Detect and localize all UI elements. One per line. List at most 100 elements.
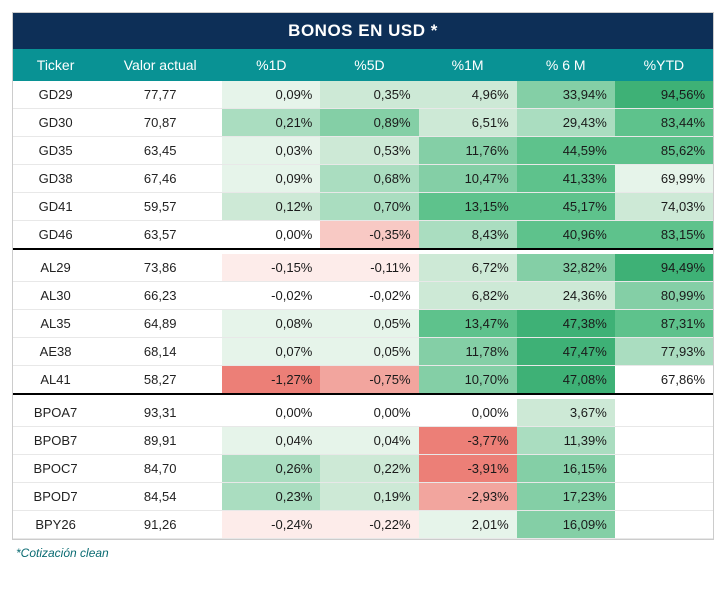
table-row: AL4158,27-1,27%-0,75%10,70%47,08%67,86%	[13, 366, 713, 395]
pct-cell: 45,17%	[517, 193, 615, 221]
col-header: %1M	[419, 49, 517, 81]
pct-cell	[615, 427, 713, 455]
table-row: AL3066,23-0,02%-0,02%6,82%24,36%80,99%	[13, 282, 713, 310]
pct-cell: 0,70%	[320, 193, 418, 221]
pct-cell: 0,04%	[222, 427, 320, 455]
ticker-cell: AL35	[13, 310, 98, 338]
pct-cell: 11,39%	[517, 427, 615, 455]
valor-cell: 59,57	[98, 193, 222, 221]
table-body: GD2977,770,09%0,35%4,96%33,94%94,56%GD30…	[13, 81, 713, 539]
pct-cell: -0,02%	[320, 282, 418, 310]
ticker-cell: AL30	[13, 282, 98, 310]
pct-cell: 10,70%	[419, 366, 517, 395]
pct-cell: 6,51%	[419, 109, 517, 137]
pct-cell: 80,99%	[615, 282, 713, 310]
pct-cell: 3,67%	[517, 399, 615, 427]
pct-cell: 11,78%	[419, 338, 517, 366]
table-row: GD3563,450,03%0,53%11,76%44,59%85,62%	[13, 137, 713, 165]
valor-cell: 64,89	[98, 310, 222, 338]
pct-cell: 0,05%	[320, 310, 418, 338]
pct-cell: 0,09%	[222, 165, 320, 193]
pct-cell: 8,43%	[419, 221, 517, 250]
pct-cell: 0,22%	[320, 455, 418, 483]
pct-cell: -0,02%	[222, 282, 320, 310]
pct-cell: 17,23%	[517, 483, 615, 511]
table-header: TickerValor actual%1D%5D%1M% 6 M%YTD	[13, 49, 713, 81]
valor-cell: 70,87	[98, 109, 222, 137]
pct-cell: 40,96%	[517, 221, 615, 250]
table-row: BPOC784,700,26%0,22%-3,91%16,15%	[13, 455, 713, 483]
pct-cell: 83,15%	[615, 221, 713, 250]
pct-cell: 0,07%	[222, 338, 320, 366]
table-row: GD2977,770,09%0,35%4,96%33,94%94,56%	[13, 81, 713, 109]
pct-cell: 0,05%	[320, 338, 418, 366]
pct-cell: 83,44%	[615, 109, 713, 137]
valor-cell: 77,77	[98, 81, 222, 109]
pct-cell: 4,96%	[419, 81, 517, 109]
col-header: Valor actual	[98, 49, 222, 81]
pct-cell: 29,43%	[517, 109, 615, 137]
pct-cell: 0,89%	[320, 109, 418, 137]
ticker-cell: AL29	[13, 254, 98, 282]
pct-cell: 2,01%	[419, 511, 517, 539]
valor-cell: 63,45	[98, 137, 222, 165]
pct-cell: 67,86%	[615, 366, 713, 395]
pct-cell: 87,31%	[615, 310, 713, 338]
pct-cell	[615, 483, 713, 511]
col-header: %1D	[222, 49, 320, 81]
pct-cell: -0,75%	[320, 366, 418, 395]
pct-cell: -1,27%	[222, 366, 320, 395]
pct-cell: 41,33%	[517, 165, 615, 193]
valor-cell: 67,46	[98, 165, 222, 193]
pct-cell: 16,15%	[517, 455, 615, 483]
ticker-cell: GD41	[13, 193, 98, 221]
pct-cell: 0,00%	[222, 221, 320, 250]
pct-cell: 0,00%	[222, 399, 320, 427]
table-row: AL2973,86-0,15%-0,11%6,72%32,82%94,49%	[13, 254, 713, 282]
pct-cell: 0,04%	[320, 427, 418, 455]
pct-cell	[615, 399, 713, 427]
pct-cell: 10,47%	[419, 165, 517, 193]
ticker-cell: BPOB7	[13, 427, 98, 455]
pct-cell: 0,23%	[222, 483, 320, 511]
table-row: BPY2691,26-0,24%-0,22%2,01%16,09%	[13, 511, 713, 539]
pct-cell: -0,15%	[222, 254, 320, 282]
pct-cell: -0,22%	[320, 511, 418, 539]
table-row: GD3070,870,21%0,89%6,51%29,43%83,44%	[13, 109, 713, 137]
pct-cell: 11,76%	[419, 137, 517, 165]
pct-cell	[615, 455, 713, 483]
pct-cell: 47,38%	[517, 310, 615, 338]
pct-cell: -0,24%	[222, 511, 320, 539]
ticker-cell: GD29	[13, 81, 98, 109]
pct-cell: 0,19%	[320, 483, 418, 511]
pct-cell: 13,47%	[419, 310, 517, 338]
pct-cell: 0,12%	[222, 193, 320, 221]
valor-cell: 91,26	[98, 511, 222, 539]
pct-cell: 0,21%	[222, 109, 320, 137]
pct-cell: -2,93%	[419, 483, 517, 511]
pct-cell: 0,03%	[222, 137, 320, 165]
bonds-table-container: BONOS EN USD * TickerValor actual%1D%5D%…	[12, 12, 714, 540]
pct-cell: -3,77%	[419, 427, 517, 455]
pct-cell: 6,72%	[419, 254, 517, 282]
pct-cell: -0,35%	[320, 221, 418, 250]
col-header: Ticker	[13, 49, 98, 81]
table-row: AE3868,140,07%0,05%11,78%47,47%77,93%	[13, 338, 713, 366]
pct-cell: 6,82%	[419, 282, 517, 310]
table-title: BONOS EN USD *	[13, 13, 713, 49]
pct-cell: -0,11%	[320, 254, 418, 282]
table-row: BPOA793,310,00%0,00%0,00%3,67%	[13, 399, 713, 427]
valor-cell: 58,27	[98, 366, 222, 395]
ticker-cell: GD38	[13, 165, 98, 193]
pct-cell: 85,62%	[615, 137, 713, 165]
pct-cell: 94,49%	[615, 254, 713, 282]
pct-cell: 0,26%	[222, 455, 320, 483]
ticker-cell: GD46	[13, 221, 98, 250]
pct-cell: 0,53%	[320, 137, 418, 165]
pct-cell: 69,99%	[615, 165, 713, 193]
pct-cell: 13,15%	[419, 193, 517, 221]
pct-cell: 44,59%	[517, 137, 615, 165]
pct-cell: 47,08%	[517, 366, 615, 395]
pct-cell: 74,03%	[615, 193, 713, 221]
ticker-cell: AE38	[13, 338, 98, 366]
